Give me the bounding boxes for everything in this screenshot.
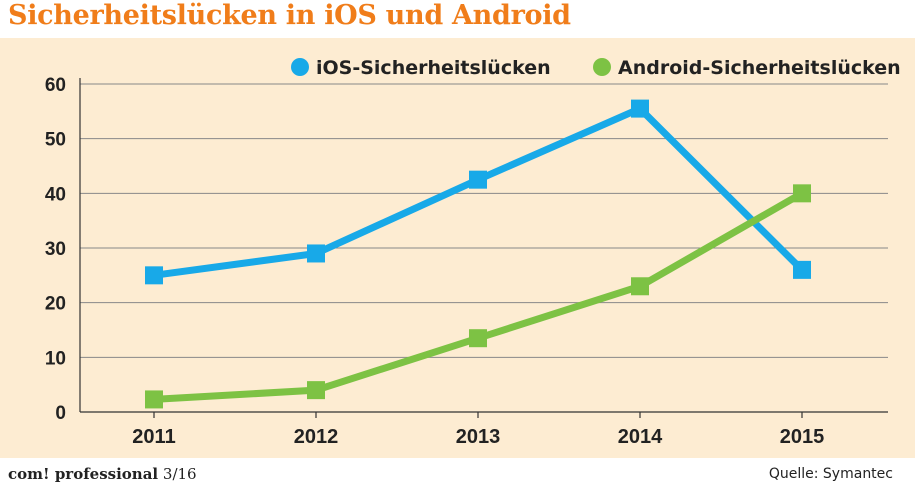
data-point-ios-2013 (469, 170, 487, 189)
data-point-android-2014 (631, 277, 649, 296)
y-axis-ticks: 0 10 20 30 40 50 60 (45, 75, 66, 424)
data-point-ios-2015 (793, 260, 811, 279)
footer-brand-line: com! professional 3/16 (8, 465, 197, 483)
data-point-ios-2012 (307, 244, 325, 263)
data-point-android-2012 (307, 381, 325, 400)
gridlines (80, 83, 888, 358)
chart-title: Sicherheitslücken in iOS und Android (8, 0, 571, 31)
y-tick-label: 50 (45, 130, 66, 151)
data-point-android-2011 (145, 390, 163, 409)
legend-label-ios: iOS-Sicherheitslücken (316, 57, 551, 79)
x-tick-label: 2011 (132, 426, 175, 448)
x-tick-label: 2013 (456, 426, 501, 448)
line-chart: 0 10 20 30 40 50 60 2011 2012 2013 2014 2015 iOS-S… (0, 38, 915, 458)
y-tick-label: 0 (55, 403, 66, 424)
x-tick-label: 2014 (618, 426, 663, 448)
legend-marker-android (593, 58, 611, 76)
footer-source: Quelle: Symantec (768, 466, 893, 482)
y-tick-label: 40 (45, 184, 66, 205)
y-tick-label: 20 (45, 294, 66, 315)
axes (79, 78, 888, 418)
y-tick-label: 60 (45, 75, 66, 96)
x-tick-label: 2012 (294, 426, 339, 448)
footer-issue: 3/16 (162, 465, 197, 483)
y-tick-label: 30 (45, 239, 66, 260)
legend-label-android: Android-Sicherheitslücken (618, 57, 901, 79)
legend: iOS-Sicherheitslücken Android-Sicherheits… (291, 57, 901, 79)
y-tick-label: 10 (45, 348, 66, 369)
series-group (145, 99, 811, 409)
x-axis-ticks: 2011 2012 2013 2014 2015 (132, 426, 824, 448)
legend-marker-ios (291, 58, 309, 76)
data-point-android-2013 (469, 329, 487, 348)
data-point-android-2015 (793, 184, 811, 203)
data-point-ios-2014 (631, 99, 649, 118)
x-tick-label: 2015 (780, 426, 825, 448)
footer-brand: com! professional (8, 465, 159, 483)
chart-panel: 0 10 20 30 40 50 60 2011 2012 2013 2014 2015 iOS-S… (0, 38, 915, 458)
data-point-ios-2011 (145, 266, 163, 285)
